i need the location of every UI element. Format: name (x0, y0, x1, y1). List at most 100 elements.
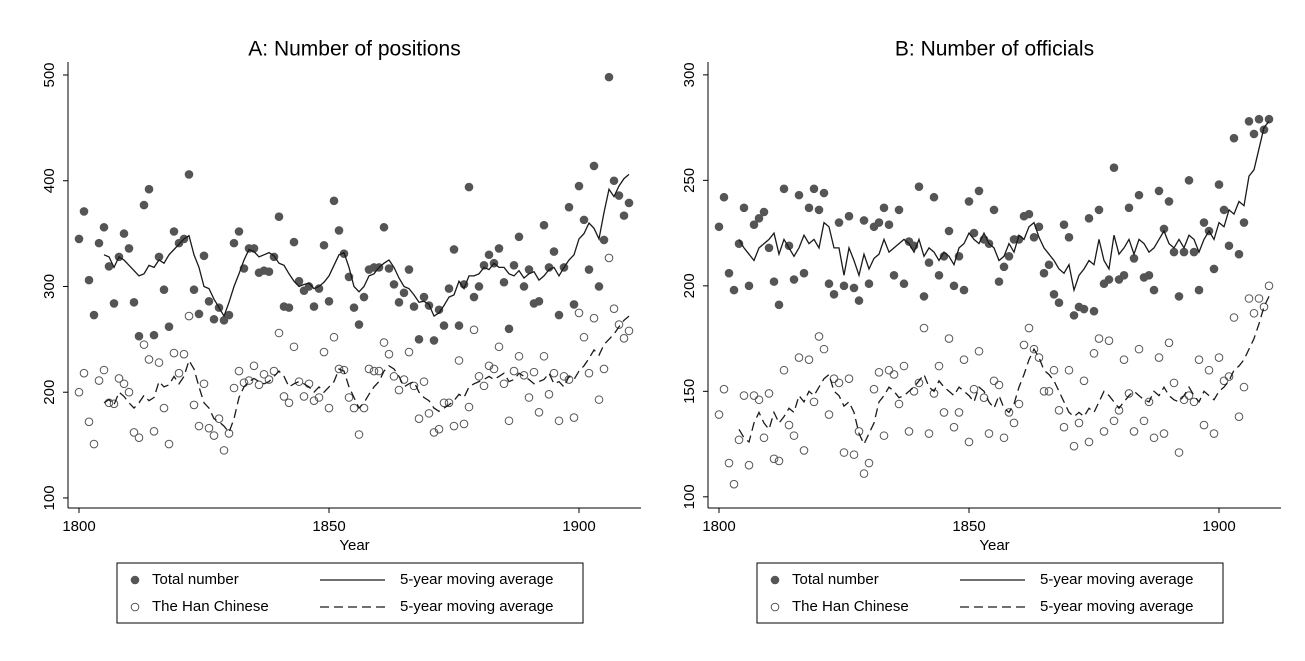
data-point (344, 393, 354, 402)
data-point (404, 265, 414, 274)
data-point (1039, 268, 1049, 278)
data-point (999, 262, 1009, 272)
data-point (1234, 412, 1244, 421)
data-point (864, 279, 874, 289)
data-point (1184, 176, 1194, 185)
data-point (274, 212, 284, 221)
data-point (479, 381, 489, 391)
legend-symbol (130, 602, 140, 612)
data-point (869, 384, 879, 394)
data-point (544, 390, 554, 399)
data-point (614, 320, 624, 329)
data-point (514, 351, 524, 361)
data-point (894, 205, 904, 215)
data-point (944, 226, 954, 236)
data-point (149, 330, 159, 340)
data-point (174, 368, 184, 378)
data-point (1064, 233, 1074, 242)
data-point (1144, 270, 1154, 280)
data-point (349, 303, 359, 312)
data-point (224, 310, 234, 320)
data-point (334, 226, 344, 235)
data-point (909, 387, 919, 396)
data-point (289, 342, 299, 352)
data-point (904, 427, 914, 436)
data-point (839, 448, 849, 457)
data-point (269, 366, 279, 376)
y-tick-label: 100 (41, 485, 58, 510)
data-point (1174, 292, 1184, 301)
data-point (299, 392, 309, 401)
data-point (439, 321, 449, 330)
data-point (849, 283, 859, 293)
data-point (939, 408, 949, 417)
data-point (1139, 416, 1149, 426)
data-point (464, 182, 474, 192)
data-point (214, 414, 224, 423)
data-point (584, 368, 594, 378)
data-point (799, 268, 809, 278)
data-point (1029, 344, 1039, 354)
data-point (374, 366, 384, 376)
data-point (844, 211, 854, 221)
data-point (284, 303, 294, 312)
data-point (579, 332, 589, 342)
data-point (1244, 294, 1254, 303)
data-point (294, 276, 304, 286)
data-point (784, 420, 794, 430)
data-point (774, 300, 784, 310)
data-point (109, 399, 119, 409)
data-point (1214, 180, 1224, 189)
data-point (1254, 294, 1264, 303)
data-point (944, 334, 954, 343)
data-point (454, 321, 464, 330)
data-point (829, 374, 839, 383)
data-point (1099, 427, 1109, 436)
data-point (1189, 247, 1199, 257)
data-point (259, 369, 269, 379)
moving-average-line (738, 296, 1270, 446)
data-point (719, 192, 729, 202)
data-point (209, 431, 219, 440)
legend-box (756, 562, 1224, 624)
data-point (624, 326, 634, 336)
data-point (1219, 205, 1229, 215)
data-point (199, 379, 209, 389)
data-point (824, 279, 834, 289)
data-point (324, 403, 334, 413)
data-point (419, 292, 429, 302)
data-point (919, 323, 929, 333)
data-point (809, 184, 819, 194)
x-tick-label: 1900 (562, 518, 595, 535)
data-point (244, 376, 254, 385)
data-point (899, 279, 909, 289)
legend-label: 5-year moving average (400, 571, 553, 588)
data-point (1264, 281, 1274, 291)
data-point (134, 331, 144, 341)
data-point (929, 192, 939, 202)
data-point (189, 285, 199, 294)
data-point (519, 282, 529, 291)
legend-label: 5-year moving average (400, 598, 553, 615)
moving-average-line (103, 315, 630, 434)
data-point (799, 446, 809, 455)
data-point (1264, 114, 1274, 124)
data-point (1169, 378, 1179, 388)
data-point (164, 439, 174, 449)
legend-symbol (130, 575, 140, 585)
data-point (824, 410, 834, 419)
data-point (874, 218, 884, 227)
data-point (959, 285, 969, 295)
data-point (479, 261, 489, 270)
data-point (859, 469, 869, 478)
data-point (1004, 408, 1014, 417)
data-point (569, 300, 579, 309)
data-point (974, 346, 984, 356)
data-point (1004, 252, 1014, 261)
data-point (354, 320, 364, 329)
data-point (329, 196, 339, 206)
data-point (1049, 365, 1059, 375)
data-point (219, 446, 229, 455)
data-point (399, 288, 409, 298)
data-point (994, 277, 1004, 286)
